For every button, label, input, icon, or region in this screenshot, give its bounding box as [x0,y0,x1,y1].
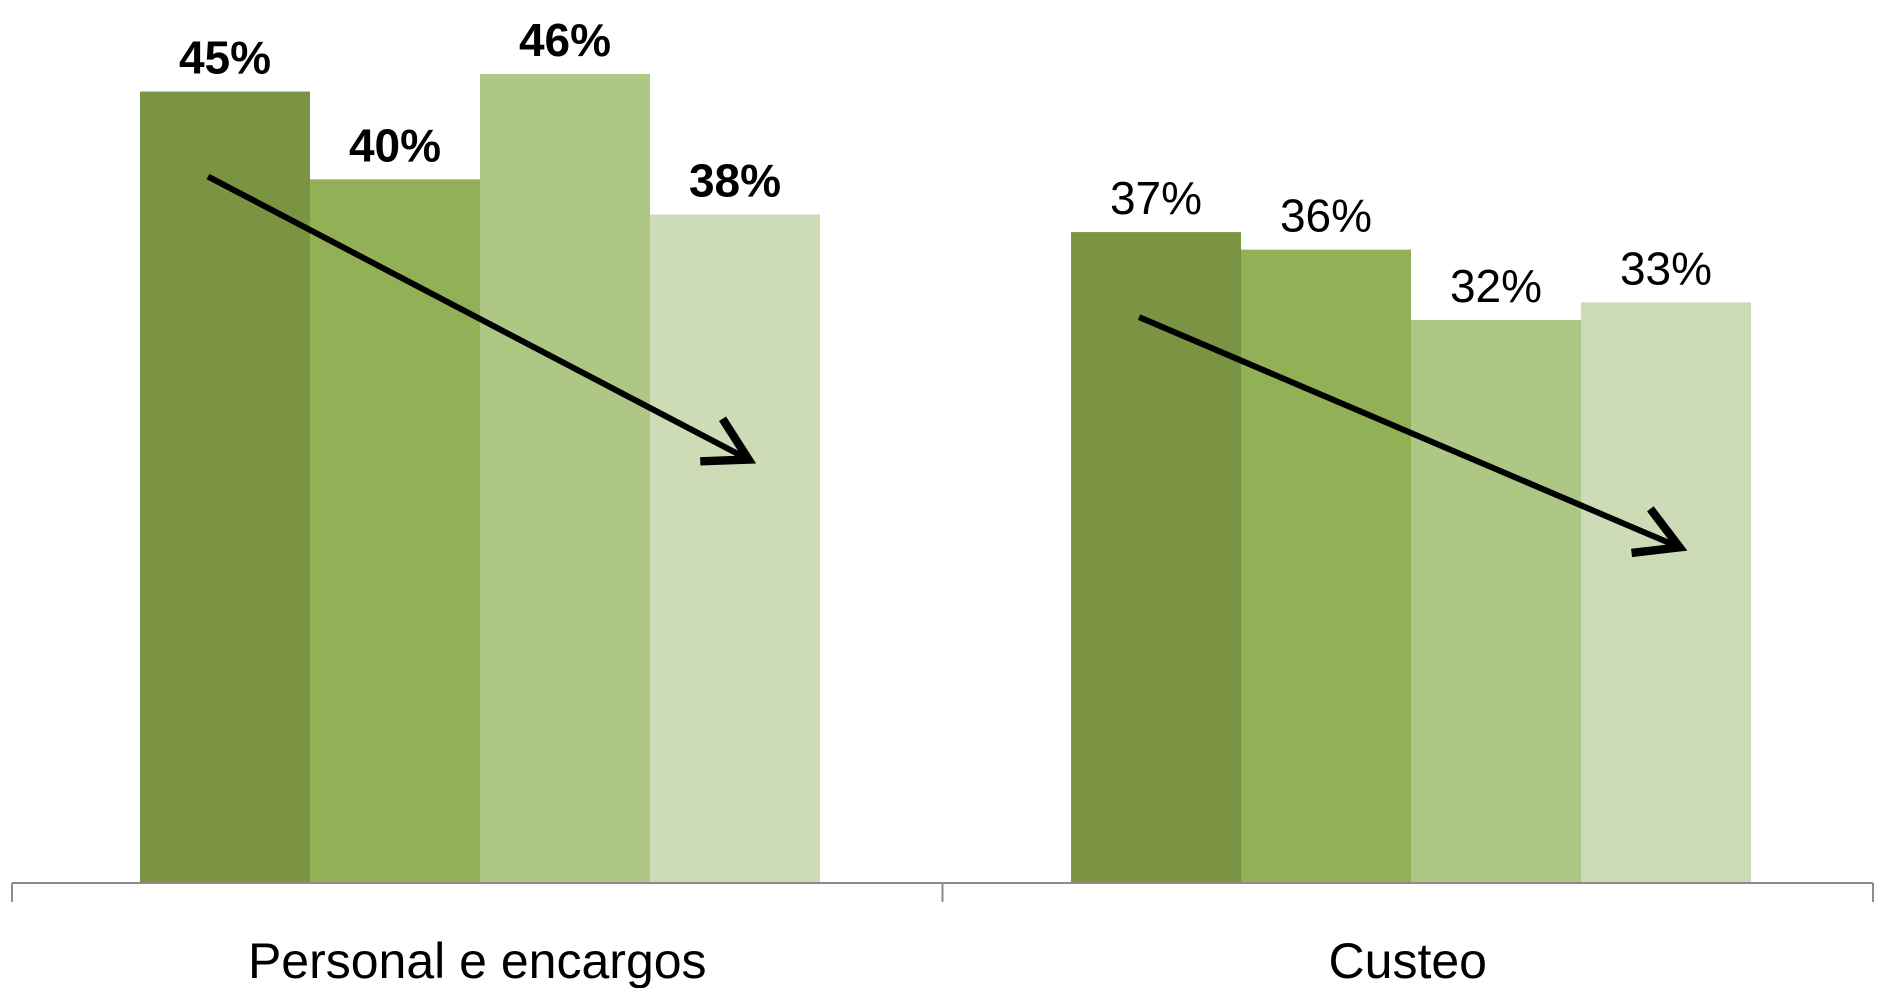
data-label: 32% [1450,260,1542,312]
bar-1-4 [650,214,820,883]
data-label: 38% [689,155,781,207]
x-tick-label: Custeo [1329,933,1487,988]
bar-2-4 [1581,302,1751,882]
trend-arrow [206,173,757,466]
data-label: 33% [1620,242,1712,294]
bar-1-3 [480,74,650,882]
trend-arrow [1137,314,1688,558]
bars-group [140,74,1751,883]
bar-2-1 [1071,232,1241,882]
x-axis: Personal e encargos Custeo [11,882,1874,988]
trend-arrows-group [206,173,1688,558]
bar-2-2 [1241,249,1411,883]
data-label: 46% [519,14,611,66]
data-label: 40% [349,119,441,171]
bar-1-1 [140,91,310,883]
data-label: 37% [1110,172,1202,224]
data-labels-group: 45% 37% 40% 36% 46% 32% 38% 33% [179,14,1712,312]
data-label: 45% [179,32,271,84]
x-tick-label: Personal e encargos [248,933,707,988]
bar-2-3 [1411,319,1581,882]
bar-1-2 [310,179,480,883]
data-label: 36% [1280,190,1372,242]
